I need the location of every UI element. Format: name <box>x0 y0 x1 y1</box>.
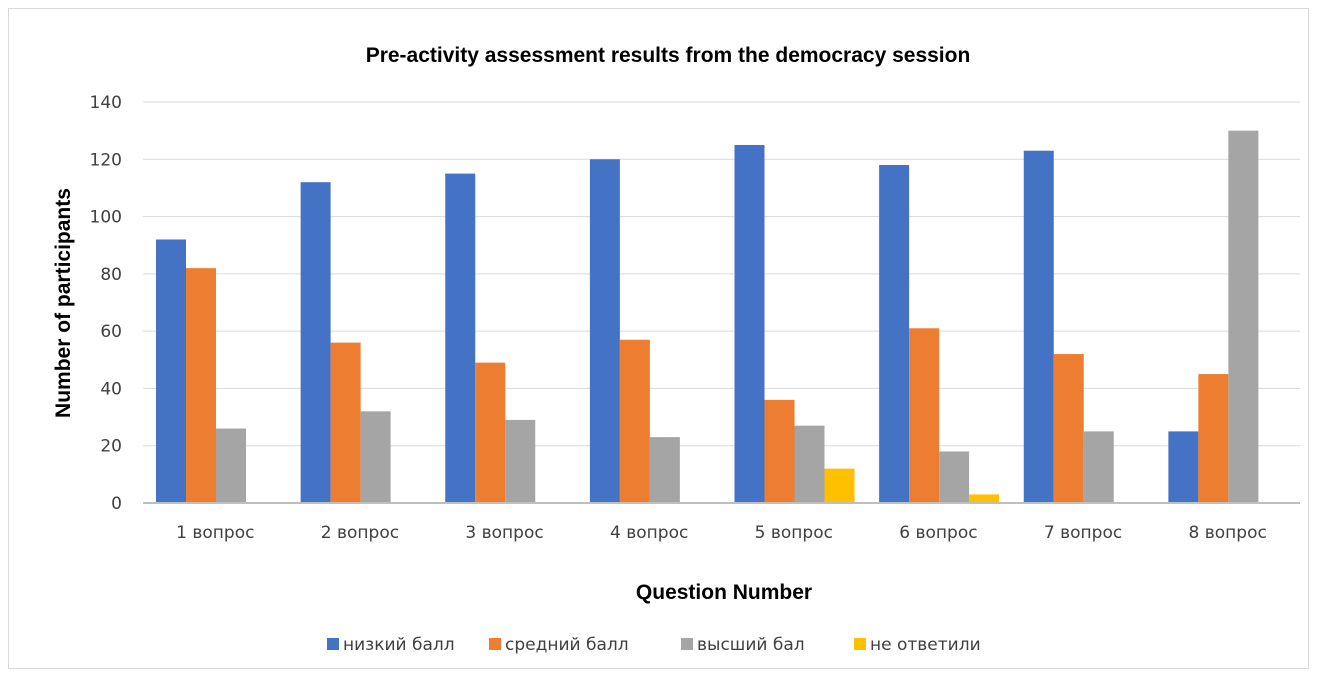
y-axis-ticks: 0 20 40 60 80 100 120 140 <box>90 93 122 514</box>
x-tick-label: 1 вопрос <box>176 523 254 543</box>
bar <box>505 419 536 503</box>
bar <box>649 437 680 503</box>
y-tick-label: 120 <box>90 150 122 170</box>
y-tick-label: 20 <box>100 437 122 457</box>
bar <box>794 425 825 503</box>
legend-label: не ответили <box>870 635 981 655</box>
bar <box>300 182 331 503</box>
bar <box>216 428 246 503</box>
x-tick-label: 6 вопрос <box>899 523 977 543</box>
legend-swatch <box>681 638 693 650</box>
bar <box>824 468 855 503</box>
legend: низкий балл средний балл высший бал не отве… <box>327 635 981 655</box>
bar <box>1168 431 1199 503</box>
bar <box>156 239 186 503</box>
bar <box>619 339 650 503</box>
x-tick-label: 8 вопрос <box>1189 523 1267 543</box>
y-axis-title: Number of participants <box>52 188 75 418</box>
y-tick-label: 0 <box>111 494 122 514</box>
x-tick-label: 5 вопрос <box>755 523 833 543</box>
bar <box>939 451 970 503</box>
bar <box>879 165 910 503</box>
x-axis-title: Question Number <box>636 581 812 604</box>
bar <box>330 342 361 503</box>
legend-swatch <box>854 638 866 650</box>
bar <box>969 494 1000 503</box>
bar <box>475 362 506 503</box>
x-tick-label: 7 вопрос <box>1044 523 1122 543</box>
bar <box>909 328 940 503</box>
bar <box>1023 150 1054 503</box>
legend-label: высший бал <box>697 635 805 655</box>
y-tick-label: 60 <box>100 322 122 342</box>
bar <box>1083 431 1114 503</box>
bar <box>360 411 391 503</box>
bar <box>1053 354 1084 503</box>
bar <box>186 268 216 503</box>
legend-label: средний балл <box>505 635 629 655</box>
bar <box>764 399 795 503</box>
x-tick-label: 3 вопрос <box>465 523 543 543</box>
bar <box>1198 374 1229 503</box>
x-axis-ticks: 1 вопрос 2 вопрос 3 вопрос 4 вопрос 5 вопрос… <box>176 523 1267 543</box>
legend-label: низкий балл <box>343 635 455 655</box>
y-tick-label: 40 <box>100 379 122 399</box>
bar <box>734 144 765 503</box>
legend-swatch <box>489 638 501 650</box>
bars <box>156 130 1259 504</box>
y-tick-label: 100 <box>90 208 122 228</box>
x-tick-label: 2 вопрос <box>321 523 399 543</box>
chart-title: Pre-activity assessment results from the… <box>366 44 971 67</box>
bar <box>445 173 476 503</box>
y-tick-label: 140 <box>90 93 122 113</box>
y-tick-label: 80 <box>100 265 122 285</box>
bar <box>589 159 620 504</box>
chart-frame <box>8 8 1309 669</box>
legend-swatch <box>327 638 339 650</box>
x-tick-label: 4 вопрос <box>610 523 688 543</box>
bar <box>1228 130 1259 503</box>
